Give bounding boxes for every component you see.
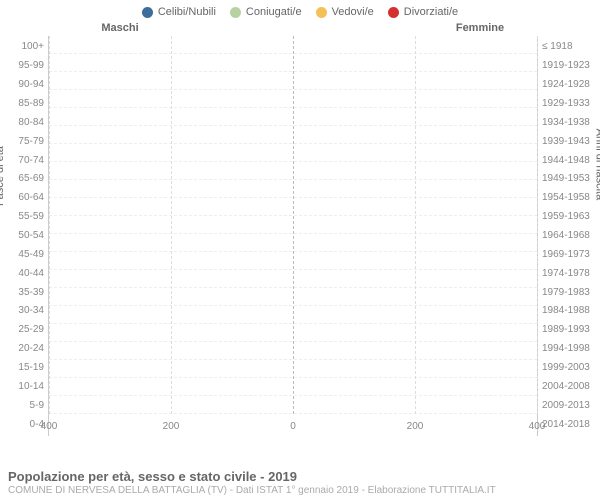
legend-item: Coniugati/e [230, 6, 302, 18]
pyramid-row [49, 198, 537, 216]
chart-title: Popolazione per età, sesso e stato civil… [8, 469, 592, 484]
legend: Celibi/Nubili Coniugati/e Vedovi/e Divorzia… [0, 0, 600, 18]
age-label: 85-89 [0, 95, 44, 114]
x-tick: 200 [407, 421, 424, 432]
y-axis-right-title: Anni di nascita [594, 129, 600, 201]
age-label: 95-99 [0, 57, 44, 76]
birth-label: 2004-2008 [542, 377, 600, 396]
age-label: 20-24 [0, 340, 44, 359]
legend-swatch [230, 7, 241, 18]
legend-swatch [388, 7, 399, 18]
birth-label: 1954-1958 [542, 189, 600, 208]
birth-label: 1984-1988 [542, 302, 600, 321]
pyramid-row [49, 126, 537, 144]
footer: Popolazione per età, sesso e stato civil… [8, 469, 592, 496]
age-label: 25-29 [0, 321, 44, 340]
age-labels: 100+95-9990-9485-8980-8475-7970-7465-696… [0, 36, 48, 436]
age-label: 75-79 [0, 132, 44, 151]
pyramid-row [49, 324, 537, 342]
x-tick: 400 [41, 421, 58, 432]
pyramid-row [49, 378, 537, 396]
birth-label: 1929-1933 [542, 95, 600, 114]
age-label: 5-9 [0, 396, 44, 415]
birth-year-labels: ≤ 19181919-19231924-19281929-19331934-19… [538, 36, 600, 436]
birth-label: 1944-1948 [542, 151, 600, 170]
pyramid-row [49, 216, 537, 234]
pyramid-row [49, 90, 537, 108]
age-label: 35-39 [0, 283, 44, 302]
header-female: Femmine [300, 22, 600, 34]
y-axis-left-title: Fasce di età [0, 146, 6, 206]
birth-label: 1959-1963 [542, 208, 600, 227]
pyramid-chart: 4002000200400 [48, 36, 538, 436]
pyramid-row [49, 396, 537, 414]
x-axis: 4002000200400 [49, 414, 537, 436]
birth-label: 1989-1993 [542, 321, 600, 340]
x-tick: 200 [163, 421, 180, 432]
birth-label: ≤ 1918 [542, 38, 600, 57]
pyramid-row [49, 180, 537, 198]
pyramid-row [49, 162, 537, 180]
legend-label: Divorziati/e [404, 6, 458, 18]
age-label: 50-54 [0, 227, 44, 246]
legend-item: Divorziati/e [388, 6, 458, 18]
age-label: 45-49 [0, 245, 44, 264]
legend-swatch [316, 7, 327, 18]
gridline [415, 36, 416, 414]
pyramid-row [49, 360, 537, 378]
legend-label: Coniugati/e [246, 6, 302, 18]
age-label: 100+ [0, 38, 44, 57]
legend-label: Celibi/Nubili [158, 6, 216, 18]
gender-headers: Maschi Femmine [0, 22, 600, 34]
age-label: 10-14 [0, 377, 44, 396]
pyramid-row [49, 342, 537, 360]
birth-label: 1964-1968 [542, 227, 600, 246]
pyramid-row [49, 144, 537, 162]
age-label: 80-84 [0, 113, 44, 132]
age-label: 30-34 [0, 302, 44, 321]
x-tick: 0 [290, 421, 296, 432]
birth-label: 1974-1978 [542, 264, 600, 283]
birth-label: 1934-1938 [542, 113, 600, 132]
birth-label: 1939-1943 [542, 132, 600, 151]
birth-label: 1999-2003 [542, 359, 600, 378]
age-label: 0-4 [0, 415, 44, 434]
pyramid-row [49, 234, 537, 252]
chart-subtitle: COMUNE DI NERVESA DELLA BATTAGLIA (TV) -… [8, 485, 592, 496]
age-label: 90-94 [0, 76, 44, 95]
pyramid-row [49, 252, 537, 270]
legend-item: Vedovi/e [316, 6, 374, 18]
pyramid-row [49, 108, 537, 126]
age-label: 40-44 [0, 264, 44, 283]
pyramid-row [49, 36, 537, 54]
pyramid-row [49, 306, 537, 324]
legend-item: Celibi/Nubili [142, 6, 216, 18]
age-label: 70-74 [0, 151, 44, 170]
pyramid-row [49, 72, 537, 90]
birth-label: 1924-1928 [542, 76, 600, 95]
legend-label: Vedovi/e [332, 6, 374, 18]
age-label: 15-19 [0, 359, 44, 378]
age-label: 60-64 [0, 189, 44, 208]
legend-swatch [142, 7, 153, 18]
header-male: Maschi [0, 22, 300, 34]
x-tick: 400 [529, 421, 546, 432]
birth-label: 1919-1923 [542, 57, 600, 76]
pyramid-row [49, 288, 537, 306]
birth-label: 1994-1998 [542, 340, 600, 359]
gridline [537, 36, 538, 414]
birth-label: 1949-1953 [542, 170, 600, 189]
age-label: 65-69 [0, 170, 44, 189]
gridline [49, 36, 50, 414]
birth-label: 1979-1983 [542, 283, 600, 302]
gridline [171, 36, 172, 414]
birth-label: 2009-2013 [542, 396, 600, 415]
birth-label: 1969-1973 [542, 245, 600, 264]
age-label: 55-59 [0, 208, 44, 227]
pyramid-row [49, 270, 537, 288]
birth-label: 2014-2018 [542, 415, 600, 434]
pyramid-row [49, 54, 537, 72]
